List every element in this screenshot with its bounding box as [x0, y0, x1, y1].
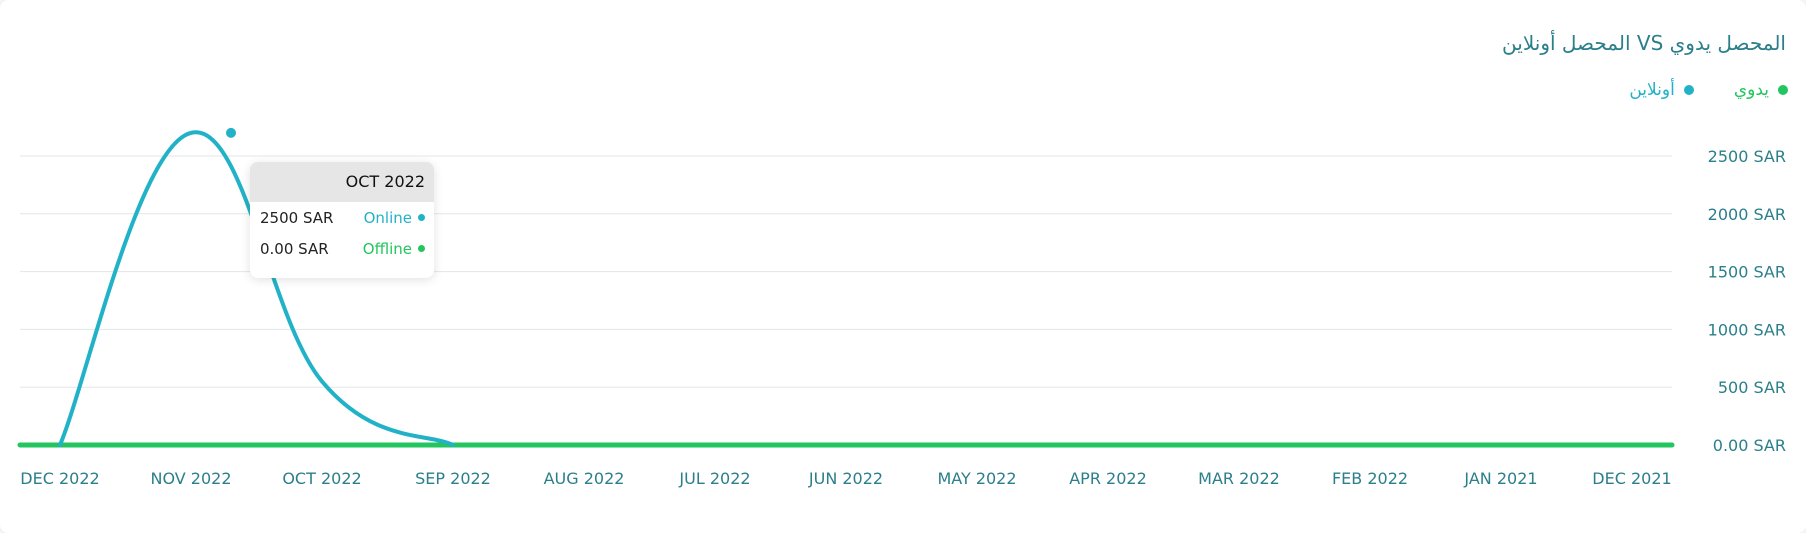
x-tick-label: OCT 2022 — [282, 469, 361, 488]
y-tick-label: 0.00 SAR — [1713, 436, 1786, 455]
series-line-online — [58, 130, 455, 447]
tooltip-label-offline-wrap: Offline — [363, 240, 425, 258]
tooltip-row-offline: 0.00 SAR Offline — [250, 233, 434, 264]
legend-dot-online — [1683, 85, 1694, 95]
tooltip-value-online: 2500 SAR — [260, 208, 334, 227]
x-tick-label: MAY 2022 — [937, 469, 1016, 488]
y-tick-label: 500 SAR — [1718, 378, 1786, 397]
tooltip-title: OCT 2022 — [250, 162, 434, 202]
x-tick-label: DEC 2022 — [20, 469, 99, 488]
legend-label-online: أونلاين — [1629, 80, 1675, 100]
chart-legend: أونلاين يدوي — [1629, 80, 1788, 100]
y-tick-label: 1500 SAR — [1708, 263, 1786, 282]
x-tick-label: DEC 2021 — [1592, 469, 1671, 488]
tooltip-label-online: Online — [363, 208, 412, 227]
tooltip-row-online: 2500 SAR Online — [250, 202, 434, 233]
legend-item-online[interactable]: أونلاين — [1629, 80, 1694, 100]
tooltip-dot-online — [418, 214, 425, 221]
x-tick-label: APR 2022 — [1069, 469, 1147, 488]
y-tick-label: 2500 SAR — [1708, 147, 1786, 166]
x-tick-label: JUN 2022 — [808, 469, 883, 488]
chart-tooltip: OCT 2022 2500 SAR Online 0.00 SAR Offlin… — [250, 162, 434, 278]
y-tick-label: 1000 SAR — [1708, 320, 1786, 339]
legend-item-offline[interactable]: يدوي — [1734, 80, 1788, 100]
x-tick-label: MAR 2022 — [1198, 469, 1280, 488]
legend-label-offline: يدوي — [1733, 80, 1769, 100]
data-point-highlight — [226, 127, 236, 138]
x-tick-label: NOV 2022 — [150, 469, 231, 488]
x-tick-label: SEP 2022 — [415, 469, 491, 488]
chart-title: المحصل يدوي VS المحصل أونلاين — [1502, 31, 1786, 55]
x-tick-label: JUL 2022 — [678, 469, 750, 488]
x-tick-label: AUG 2022 — [544, 469, 625, 488]
tooltip-label-online-wrap: Online — [364, 209, 425, 227]
legend-dot-offline — [1778, 85, 1788, 95]
tooltip-label-offline: Offline — [362, 239, 412, 258]
tooltip-dot-offline — [418, 245, 425, 252]
y-tick-label: 2000 SAR — [1708, 205, 1786, 224]
x-tick-label: FEB 2022 — [1332, 469, 1408, 488]
x-tick-label: JAN 2021 — [1463, 469, 1537, 488]
tooltip-value-offline: 0.00 SAR — [260, 239, 329, 258]
